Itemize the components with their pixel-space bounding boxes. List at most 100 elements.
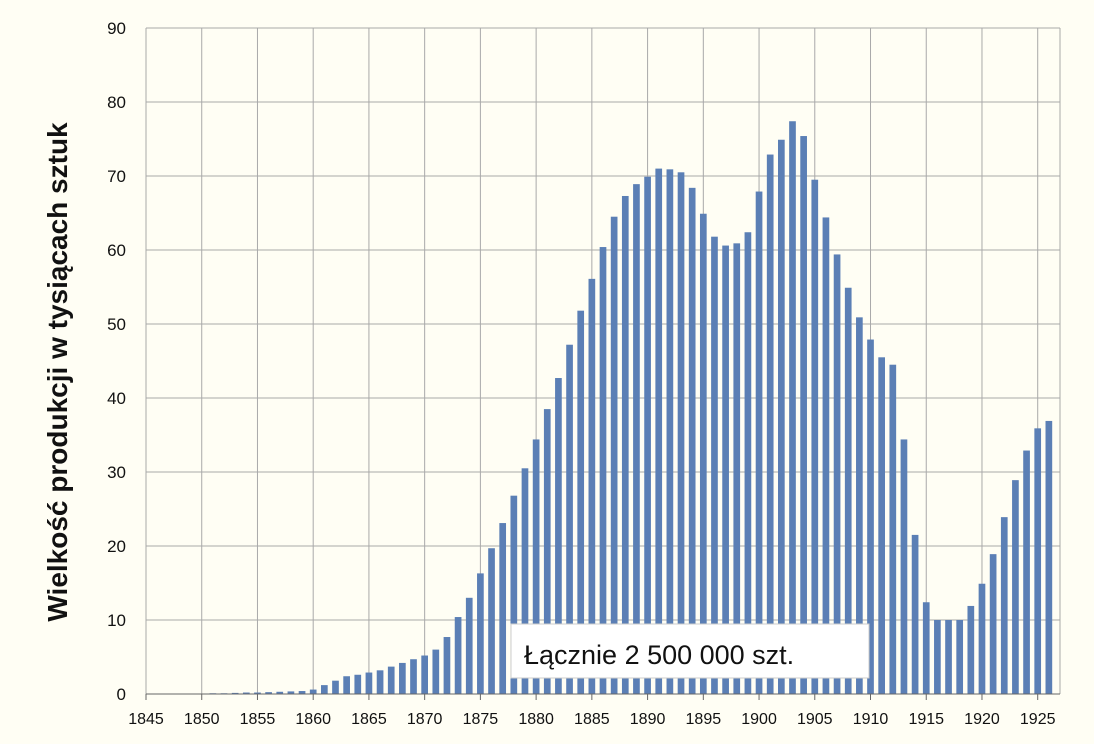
bar (766, 154, 774, 695)
bar (878, 357, 886, 694)
bar (599, 247, 607, 695)
bar (343, 676, 350, 694)
annotation-text: Łącznie 2 500 000 szt. (524, 640, 794, 670)
bar (666, 169, 674, 695)
bar (432, 649, 440, 694)
bar (1000, 517, 1008, 694)
bar (844, 287, 852, 694)
bar (488, 548, 495, 694)
bar (365, 672, 373, 694)
x-tick-label: 1855 (240, 711, 276, 728)
bar (711, 236, 718, 694)
bar (454, 617, 462, 694)
y-tick-label: 40 (107, 389, 126, 408)
bar (733, 243, 741, 694)
bar (410, 659, 417, 694)
bar (889, 364, 897, 694)
y-tick-label: 70 (107, 167, 126, 186)
x-tick-label: 1900 (741, 711, 777, 728)
bar (332, 680, 339, 694)
bar (566, 344, 573, 694)
bar (934, 620, 941, 694)
bar (789, 121, 796, 695)
bar (465, 597, 473, 694)
axes: 0 10 20 30 40 50 60 70 80 90 1845 1850 1855 1860 1865 1… (107, 19, 1060, 728)
bar (744, 232, 752, 695)
y-tick-label: 0 (117, 685, 126, 704)
bar (532, 439, 540, 694)
bar (577, 310, 585, 694)
bar (633, 184, 640, 694)
x-tick-label: 1915 (908, 711, 944, 728)
bar (677, 172, 685, 695)
y-tick-label: 30 (107, 463, 126, 482)
bar (376, 670, 384, 694)
bar (499, 523, 507, 694)
bars (209, 121, 1053, 695)
bar (231, 692, 239, 694)
bar (242, 692, 250, 694)
y-tick-label: 60 (107, 241, 126, 260)
bar (543, 409, 551, 694)
bar (510, 495, 518, 694)
bar (443, 637, 451, 694)
bar (822, 217, 830, 694)
bar (1023, 450, 1030, 694)
x-tick-label: 1850 (184, 711, 220, 728)
y-tick-label: 80 (107, 93, 126, 112)
bar (722, 245, 729, 694)
bar (1012, 480, 1019, 694)
x-tick-label: 1870 (407, 711, 443, 728)
bar (989, 554, 997, 694)
bar (387, 666, 395, 694)
bar (755, 191, 763, 695)
bar (254, 692, 261, 694)
bar (922, 602, 930, 694)
bar (644, 176, 651, 695)
bar (900, 439, 908, 694)
bar (978, 583, 986, 694)
x-tick-label: 1880 (518, 711, 554, 728)
bar (477, 573, 484, 694)
y-tick-label: 10 (107, 611, 126, 630)
bar (811, 179, 819, 694)
bar (588, 278, 596, 694)
bar (276, 691, 284, 694)
bar (1045, 420, 1053, 694)
y-axis-label: Wielkość produkcji w tysiącach sztuk (42, 122, 73, 622)
bar (265, 692, 272, 694)
x-tick-label: 1925 (1020, 711, 1056, 728)
x-tick-label: 1875 (463, 711, 499, 728)
x-tick-label: 1860 (295, 711, 331, 728)
y-tick-label: 50 (107, 315, 126, 334)
bar (655, 168, 663, 695)
x-tick-label: 1920 (964, 711, 1000, 728)
x-tick-label: 1895 (686, 711, 722, 728)
bar (800, 136, 807, 695)
y-tick-label: 20 (107, 537, 126, 556)
bar (555, 378, 562, 694)
bar (287, 691, 295, 694)
x-tick-label: 1905 (797, 711, 833, 728)
bar (856, 317, 863, 694)
bar (521, 468, 529, 694)
bar (610, 216, 618, 694)
bar (309, 689, 317, 694)
annotation-background (510, 623, 870, 679)
bar (833, 254, 841, 694)
bar (621, 195, 629, 695)
bar (867, 339, 874, 694)
bar (298, 691, 306, 694)
y-tick-label: 90 (107, 19, 126, 38)
bar (320, 685, 328, 694)
total-annotation: Łącznie 2 500 000 szt. (510, 623, 870, 679)
bar (399, 662, 406, 694)
x-tick-label: 1885 (574, 711, 610, 728)
bar (688, 187, 696, 694)
bar (967, 605, 975, 694)
x-tick-label: 1910 (853, 711, 889, 728)
bar (777, 139, 785, 695)
bar (1034, 428, 1042, 694)
bar (699, 213, 707, 695)
